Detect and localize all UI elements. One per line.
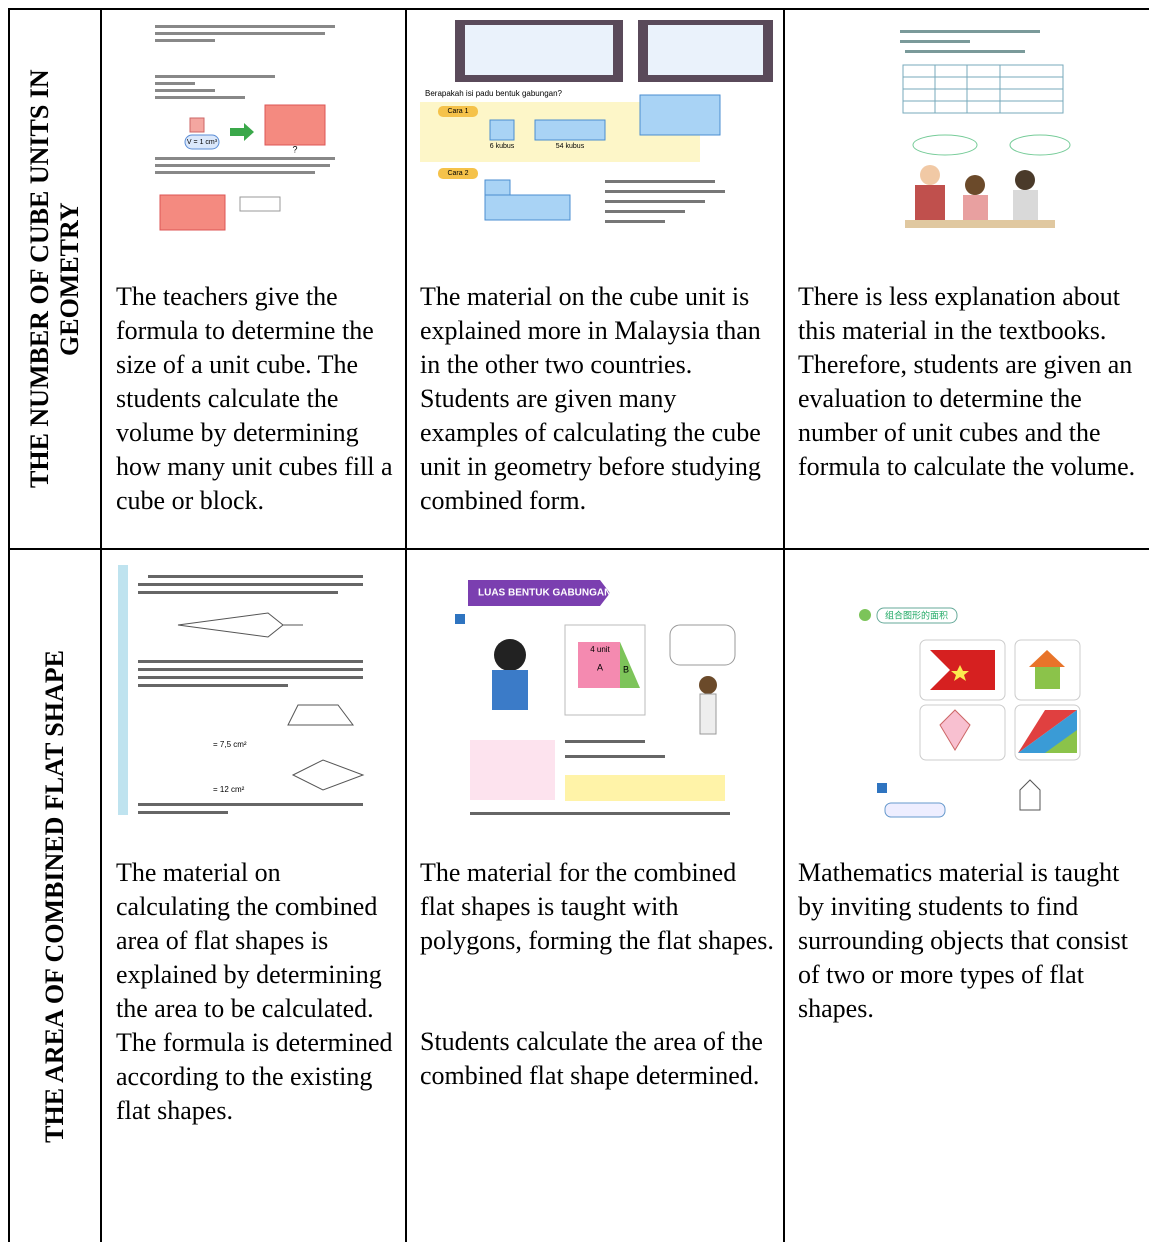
textbook-figure: LUAS BENTUK GABUNGAN 4 unit A B [455,580,736,815]
table-border [8,8,1149,10]
row-header: THE NUMBER OF CUBE UNITS IN GEOMETRY [10,10,100,548]
textbook-figure: = 7,5 cm² = 12 cm² [118,565,365,815]
textbook-figure [900,30,1071,228]
figure-label: V = 1 cm³ [187,139,218,146]
textbook-figure: Berapakah isi padu bentuk gabungan? Cara… [420,20,773,223]
figure-label: 54 kubus [556,143,585,150]
figure-label: 6 kubus [490,143,515,150]
figure-label: A [597,662,603,672]
figure-label: ? [292,144,297,154]
textbook-figure: V = 1 cm³ ? [155,25,335,231]
figure-label: = 7,5 cm² [213,740,247,749]
row-header-text: THE NUMBER OF CUBE UNITS IN GEOMETRY [25,69,84,489]
table-border [8,8,10,1242]
figure-label: Cara 2 [447,170,468,177]
cell-text: There is less explanation about this mat… [798,282,1136,481]
figure-label: 4 unit [590,645,610,654]
row-header-text: THE AREA OF COMBINED FLAT SHAPE [40,649,69,1143]
figure-label: Berapakah isi padu bentuk gabungan? [425,89,563,98]
textbook-figure: 组合图形的面积 [859,607,1081,818]
cell-text: The material on the cube unit is explain… [420,282,761,515]
figure-label: 组合图形的面积 [885,609,948,620]
figure-label: Cara 1 [447,108,468,115]
column-divider [783,8,785,1242]
cell-text: Mathematics material is taught by inviti… [798,858,1129,1023]
figure-label: = 12 cm² [213,785,245,794]
cell-text: The material on calculating the combined… [116,858,393,1125]
figure-label: LUAS BENTUK GABUNGAN [478,588,611,599]
row-divider [8,548,1149,550]
column-divider [405,8,407,1242]
figure-label: B [623,664,629,674]
cell-text: The material for the combined flat shape… [420,858,774,955]
cell-text: The teachers give the formula to determi… [116,282,393,515]
row-header: THE AREA OF COMBINED FLAT SHAPE [10,550,100,1242]
column-divider [100,8,102,1242]
cell-text: Students calculate the area of the combi… [420,1027,763,1090]
